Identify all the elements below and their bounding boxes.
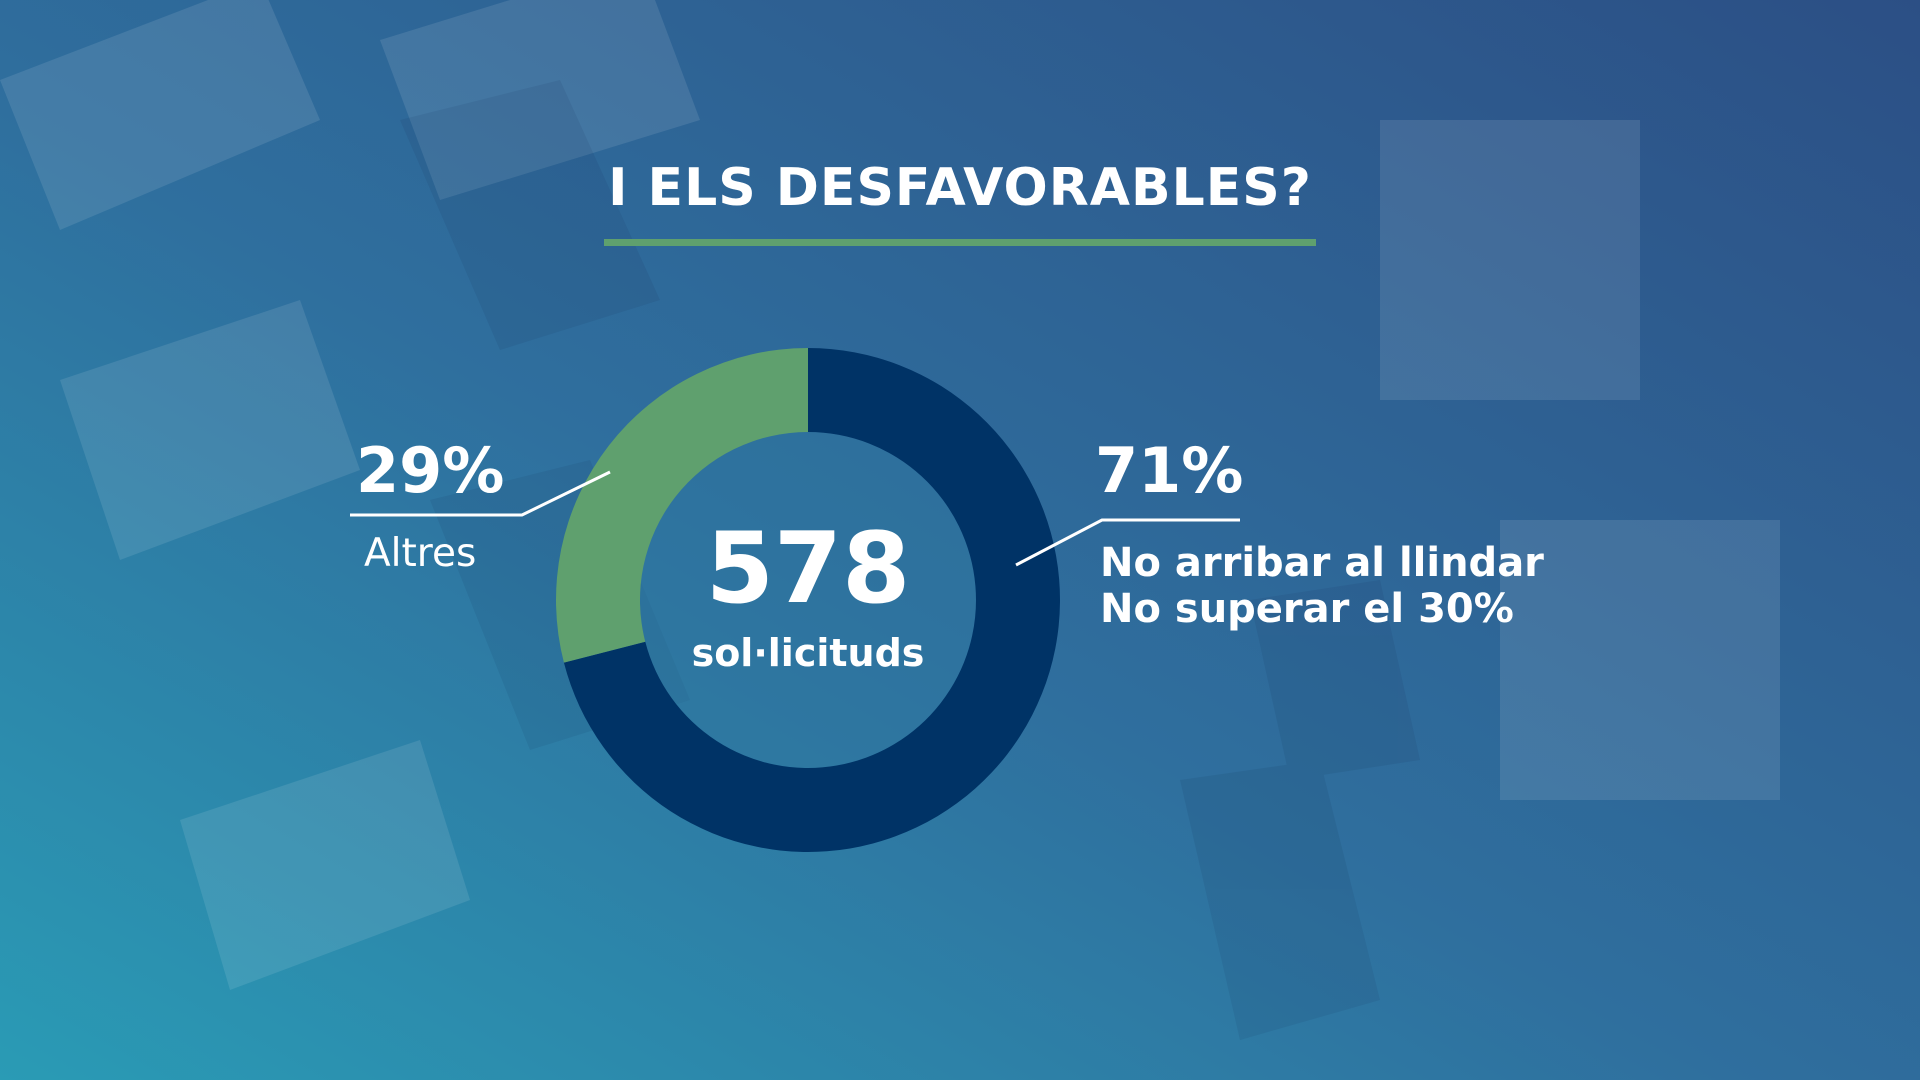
title-underline	[604, 239, 1316, 246]
main-label: No arribar al llindar No superar el 30%	[1100, 540, 1544, 632]
center-value: 578	[705, 512, 911, 626]
center-label: sol·licituds	[691, 631, 925, 675]
main-percent: 71%	[1095, 434, 1244, 507]
altres-leader-line	[350, 470, 611, 517]
slice-no-arribar	[563, 348, 1060, 852]
page-title: I ELS DESFAVORABLES?	[608, 158, 1312, 218]
slice-altres	[556, 348, 808, 663]
altres-percent: 29%	[356, 434, 505, 507]
donut-center	[640, 432, 976, 768]
altres-label: Altres	[364, 531, 477, 576]
main-leader-line	[1015, 518, 1240, 567]
building-silhouette	[0, 0, 1780, 990]
